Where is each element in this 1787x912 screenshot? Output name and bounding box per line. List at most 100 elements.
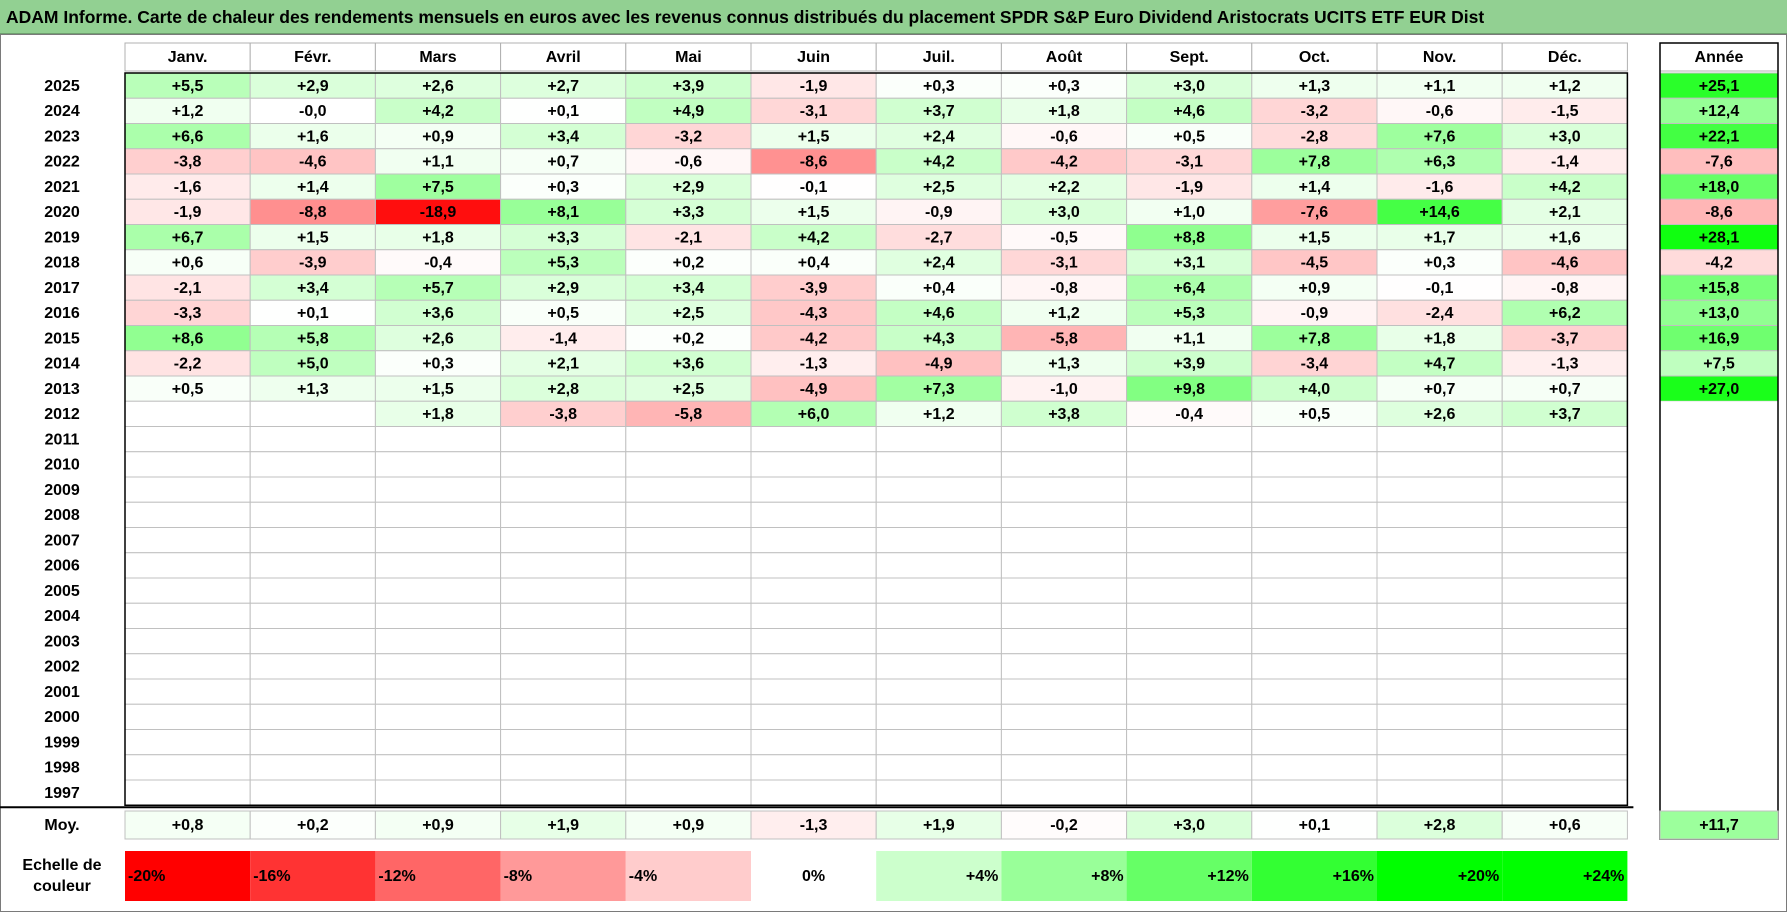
heatmap-cell	[249, 426, 376, 453]
heatmap-cell	[249, 173, 376, 200]
month-header: Déc.	[1548, 49, 1582, 66]
heatmap-cell	[750, 527, 877, 554]
cell-value: +6,2	[1549, 305, 1581, 322]
annual-value: +25,1	[1699, 78, 1740, 95]
cell-value: +4,6	[1173, 103, 1205, 120]
year-label: 2006	[44, 558, 80, 575]
heatmap-cell	[875, 148, 1002, 175]
heatmap-cell	[1000, 451, 1128, 478]
cell-value: -7,6	[1301, 204, 1329, 221]
year-label: 2019	[44, 229, 80, 246]
cell-value: -0,8	[1551, 280, 1579, 297]
heatmap-cell	[124, 552, 251, 579]
heatmap-cell	[124, 703, 251, 730]
heatmap-cell	[124, 72, 251, 99]
heatmap-cell	[1251, 426, 1378, 453]
average-cell	[750, 810, 877, 840]
cell-value: +1,0	[1173, 204, 1205, 221]
heatmap-cell	[1376, 653, 1503, 680]
cell-value: +1,2	[1549, 78, 1581, 95]
heatmap-cell	[1000, 678, 1128, 705]
cell-value: +3,7	[1549, 406, 1581, 423]
heatmap-cell	[374, 72, 502, 99]
heatmap-cell	[374, 299, 502, 326]
heatmap-cell	[1376, 274, 1503, 301]
year-label: 2020	[44, 204, 80, 221]
month-header: Juin	[797, 49, 830, 66]
cell-value: +3,0	[1048, 204, 1080, 221]
cell-value: +5,3	[1173, 305, 1205, 322]
cell-value: +1,2	[923, 406, 955, 423]
cell-value: +3,3	[673, 204, 705, 221]
month-header-cell	[1376, 42, 1503, 72]
heatmap-cell	[249, 400, 376, 427]
heatmap-cell	[1000, 602, 1128, 629]
heatmap-cell	[500, 224, 627, 251]
heatmap-cell	[1501, 299, 1628, 326]
heatmap-cell	[249, 148, 376, 175]
year-label: 2023	[44, 128, 80, 145]
heatmap-cell	[1126, 779, 1253, 806]
heatmap-cell	[1376, 552, 1503, 579]
cell-value: +2,6	[422, 330, 454, 347]
heatmap-cell	[249, 299, 376, 326]
heatmap-cell	[1000, 148, 1128, 175]
heatmap-cell	[1251, 375, 1378, 402]
cell-value: +4,0	[1299, 381, 1331, 398]
scale-label: +16%	[1333, 868, 1374, 885]
heatmap-cell	[1251, 325, 1378, 352]
year-label: 2024	[44, 103, 80, 120]
heatmap-cell	[1376, 224, 1503, 251]
average-label: Moy.	[44, 817, 79, 834]
heatmap-cell	[1000, 779, 1128, 806]
heatmap-cell	[1376, 628, 1503, 655]
heatmap-cell	[1376, 577, 1503, 604]
cell-value: +1,5	[1299, 229, 1331, 246]
annual-value: +18,0	[1699, 179, 1740, 196]
heatmap-cell	[875, 476, 1002, 503]
cell-value: +1,2	[1048, 305, 1080, 322]
cell-value: -1,0	[1050, 381, 1078, 398]
heatmap-cell	[1251, 754, 1378, 781]
average-value: -0,2	[1050, 817, 1078, 834]
heatmap-cell	[875, 653, 1002, 680]
cell-value: -0,9	[925, 204, 953, 221]
heatmap-cell	[500, 451, 627, 478]
cell-value: +3,6	[422, 305, 454, 322]
cell-value: -1,4	[549, 330, 577, 347]
cell-value: -1,9	[800, 78, 828, 95]
heatmap-cell	[875, 501, 1002, 528]
cell-value: +0,7	[1549, 381, 1581, 398]
heatmap-cell	[1126, 703, 1253, 730]
heatmap-cell	[124, 123, 251, 150]
heatmap-cell	[1251, 224, 1378, 251]
heatmap-cell	[249, 249, 376, 276]
scale-label: +12%	[1207, 868, 1248, 885]
heatmap-cell	[249, 779, 376, 806]
average-cell	[500, 810, 627, 840]
cell-value: +0,9	[1299, 280, 1331, 297]
heatmap-cell	[124, 198, 251, 225]
annual-cell	[1660, 477, 1778, 503]
heatmap-cell	[374, 527, 502, 554]
heatmap-cell	[374, 703, 502, 730]
cell-value: -4,6	[299, 154, 327, 171]
heatmap-cell	[1251, 72, 1378, 99]
cell-value: +0,6	[172, 255, 204, 272]
annual-value: -8,6	[1705, 204, 1733, 221]
cell-value: -2,8	[1301, 128, 1329, 145]
average-cell	[374, 810, 502, 840]
scale-swatch	[375, 851, 501, 901]
year-label: 2015	[44, 330, 80, 347]
cell-value: -4,9	[800, 381, 828, 398]
cell-value: -1,6	[1426, 179, 1454, 196]
heatmap-cell	[1126, 198, 1253, 225]
cell-value: +2,5	[673, 381, 705, 398]
heatmap-cell	[124, 501, 251, 528]
heatmap-cell	[625, 779, 752, 806]
heatmap-cell	[124, 400, 251, 427]
cell-value: -2,4	[1426, 305, 1454, 322]
cell-value: +0,4	[798, 255, 830, 272]
cell-value: -4,6	[1551, 255, 1579, 272]
heatmap-cell	[1251, 653, 1378, 680]
